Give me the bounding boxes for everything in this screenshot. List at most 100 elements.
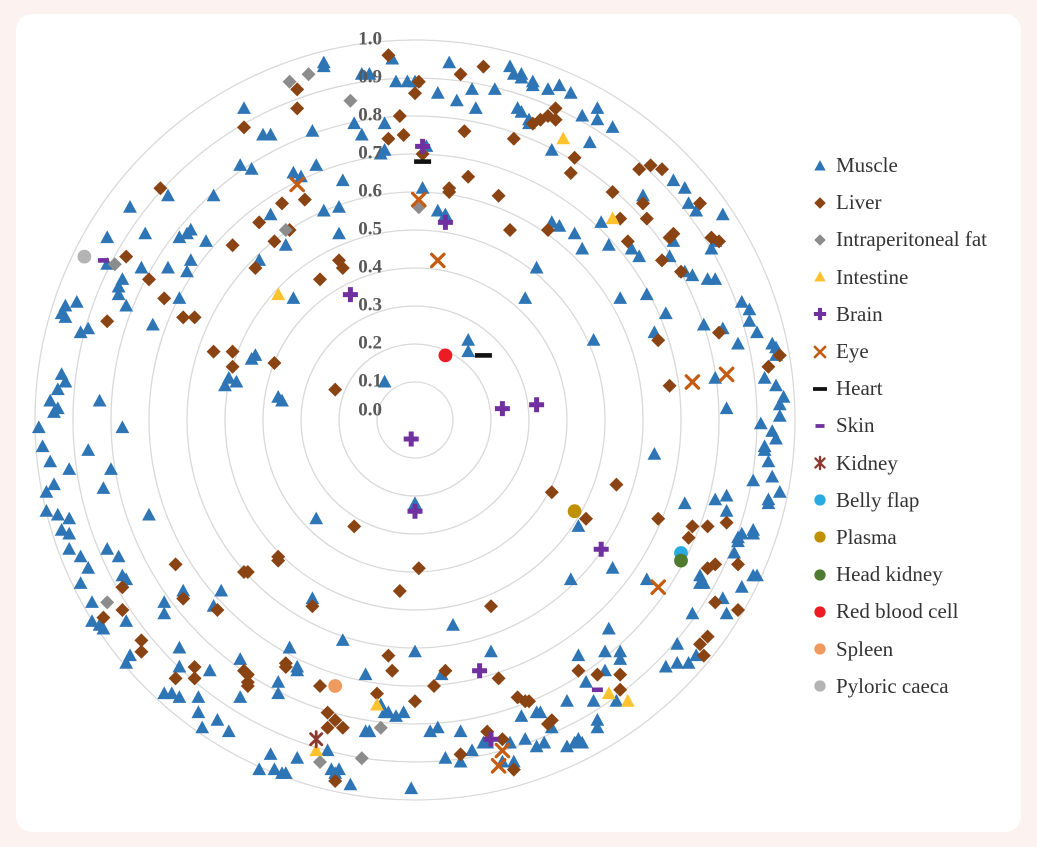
data-point-brain: [494, 401, 510, 417]
data-point-muscle: [43, 393, 58, 407]
data-point-muscle: [598, 644, 612, 658]
data-point-liver: [571, 663, 586, 678]
data-point-muscle: [328, 766, 343, 779]
data-point-muscle: [233, 652, 248, 665]
data-point-intestine: [601, 686, 616, 700]
data-point-muscle: [453, 724, 468, 738]
data-point-muscle: [719, 488, 734, 502]
data-point-liver: [237, 663, 251, 678]
data-point-muscle: [571, 519, 586, 532]
data-point-muscle: [39, 504, 54, 517]
data-point-muscle: [518, 732, 533, 745]
data-point-liver: [708, 595, 723, 610]
data-point-muscle: [465, 82, 479, 95]
data-point-muscle: [62, 511, 77, 525]
data-point-muscle: [719, 401, 734, 415]
radial-tick-label: 0.0: [358, 399, 382, 420]
data-point-intraperitoneal-fat: [373, 720, 388, 735]
data-point-muscle: [647, 447, 662, 460]
data-point-muscle: [685, 606, 700, 620]
data-point-muscle: [161, 188, 175, 202]
data-point-muscle: [191, 705, 206, 719]
data-point-muscle: [305, 124, 320, 137]
data-point-muscle: [632, 249, 647, 263]
data-point-kidney: [309, 730, 324, 749]
data-point-eye: [684, 374, 701, 390]
data-point-muscle: [271, 675, 286, 688]
data-point-muscle: [389, 74, 403, 88]
legend-label: Brain: [836, 301, 883, 326]
data-point-muscle: [560, 694, 574, 707]
data-point-liver: [761, 359, 776, 374]
data-point-muscle: [404, 781, 419, 795]
data-point-liver: [168, 557, 183, 572]
data-point-muscle: [681, 656, 696, 669]
data-point-liver: [408, 694, 422, 709]
data-point-liver: [392, 109, 407, 123]
data-point-liver: [662, 230, 677, 245]
data-point-muscle: [35, 439, 50, 453]
data-point-muscle: [772, 485, 787, 498]
data-point-liver: [700, 561, 715, 576]
data-point-muscle: [750, 325, 764, 339]
data-point-heart: [414, 159, 432, 164]
data-point-muscle: [248, 348, 263, 361]
data-point-muscle: [685, 268, 700, 282]
data-point-muscle: [563, 572, 578, 586]
data-point-liver: [712, 325, 726, 340]
data-point-liver: [328, 774, 343, 788]
data-point-brain: [403, 431, 419, 447]
data-point-muscle: [761, 454, 776, 468]
data-point-muscle: [582, 135, 597, 149]
data-point-muscle: [449, 93, 464, 107]
data-point-liver: [655, 162, 669, 177]
data-point-liver: [548, 112, 563, 127]
data-point-muscle: [601, 238, 616, 251]
data-point-liver: [674, 264, 688, 279]
data-point-muscle: [237, 101, 251, 114]
data-point-brain: [593, 541, 609, 557]
data-point-muscle: [670, 656, 685, 669]
data-point-muscle: [742, 314, 757, 327]
data-point-muscle: [164, 686, 179, 700]
data-point-muscle: [373, 146, 388, 160]
data-point-muscle: [214, 583, 229, 597]
data-point-liver: [590, 667, 605, 682]
data-point-intestine: [370, 697, 384, 711]
data-point-muscle: [563, 86, 578, 99]
triangle-icon: [814, 159, 826, 171]
data-point-muscle: [396, 705, 411, 719]
data-point-muscle: [176, 583, 191, 597]
data-point-muscle: [347, 116, 362, 130]
data-point-liver: [731, 603, 745, 617]
data-point-muscle: [210, 713, 225, 726]
data-point-muscle: [681, 196, 696, 209]
data-point-muscle: [575, 108, 590, 122]
data-point-intestine: [271, 287, 286, 301]
data-point-spleen: [328, 679, 343, 693]
data-point-liver: [491, 188, 506, 203]
data-point-muscle: [73, 325, 88, 339]
data-point-liver: [613, 682, 628, 697]
data-point-intraperitoneal-fat: [100, 595, 115, 610]
data-point-liver: [506, 131, 521, 146]
legend-item-intestine: Intestine: [810, 259, 987, 296]
data-point-muscle: [157, 606, 172, 620]
data-point-muscle: [229, 374, 244, 388]
legend-item-muscle: Muscle: [810, 147, 987, 184]
grid-ring: [110, 115, 720, 725]
data-point-muscle: [145, 317, 160, 331]
data-point-muscle: [461, 344, 476, 358]
data-point-liver: [115, 580, 130, 595]
radial-tick-label: 0.7: [358, 142, 382, 163]
data-point-muscle: [316, 203, 331, 217]
data-point-liver: [381, 131, 396, 146]
data-point-liver: [153, 181, 168, 196]
data-point-muscle: [529, 739, 544, 753]
data-point-muscle: [586, 333, 601, 346]
data-point-muscle: [560, 739, 574, 753]
legend-item-intraperitoneal-fat: Intraperitoneal fat: [810, 221, 987, 258]
data-point-muscle: [518, 291, 533, 304]
data-point-muscle: [172, 230, 187, 244]
data-point-liver: [522, 694, 536, 709]
